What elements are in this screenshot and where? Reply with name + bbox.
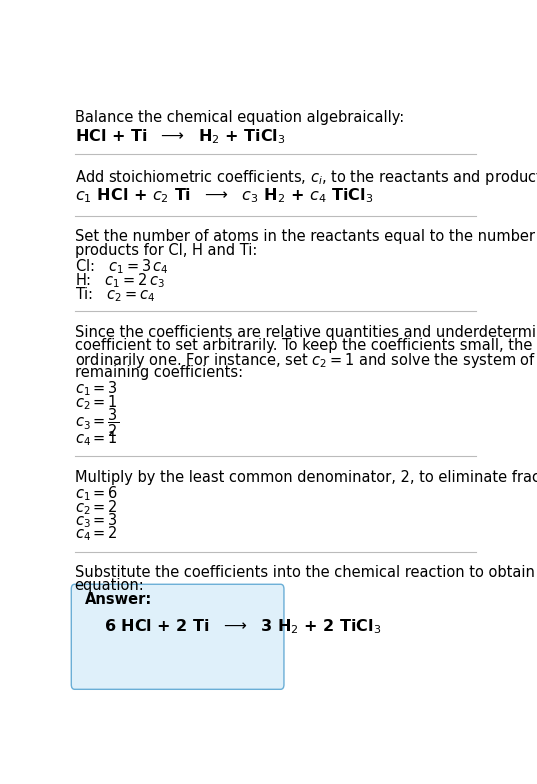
Text: Multiply by the least common denominator, 2, to eliminate fractional coefficient: Multiply by the least common denominator… (75, 470, 537, 485)
Text: $c_3 = \dfrac{3}{2}$: $c_3 = \dfrac{3}{2}$ (75, 406, 119, 439)
Text: 6 HCl + 2 Ti  $\longrightarrow$  3 H$_2$ + 2 TiCl$_3$: 6 HCl + 2 Ti $\longrightarrow$ 3 H$_2$ +… (104, 618, 381, 636)
Text: coefficient to set arbitrarily. To keep the coefficients small, the arbitrary va: coefficient to set arbitrarily. To keep … (75, 338, 537, 353)
Text: ordinarily one. For instance, set $c_2 = 1$ and solve the system of equations fo: ordinarily one. For instance, set $c_2 =… (75, 351, 537, 370)
Text: HCl + Ti  $\longrightarrow$  H$_2$ + TiCl$_3$: HCl + Ti $\longrightarrow$ H$_2$ + TiCl$… (75, 127, 285, 146)
Text: equation:: equation: (75, 579, 144, 593)
FancyBboxPatch shape (71, 584, 284, 689)
Text: Since the coefficients are relative quantities and underdetermined, choose a: Since the coefficients are relative quan… (75, 325, 537, 339)
Text: $c_4 = 2$: $c_4 = 2$ (75, 524, 118, 543)
Text: $c_1$ HCl + $c_2$ Ti  $\longrightarrow$  $c_3$ H$_2$ + $c_4$ TiCl$_3$: $c_1$ HCl + $c_2$ Ti $\longrightarrow$ $… (75, 187, 373, 205)
Text: remaining coefficients:: remaining coefficients: (75, 365, 243, 379)
Text: $c_1 = 3$: $c_1 = 3$ (75, 379, 118, 398)
Text: Substitute the coefficients into the chemical reaction to obtain the balanced: Substitute the coefficients into the che… (75, 565, 537, 580)
Text: Add stoichiometric coefficients, $c_i$, to the reactants and products:: Add stoichiometric coefficients, $c_i$, … (75, 168, 537, 187)
Text: Cl:   $c_1 = 3\,c_4$: Cl: $c_1 = 3\,c_4$ (75, 258, 168, 277)
Text: $c_3 = 3$: $c_3 = 3$ (75, 511, 118, 530)
Text: H:   $c_1 = 2\,c_3$: H: $c_1 = 2\,c_3$ (75, 271, 165, 290)
Text: Set the number of atoms in the reactants equal to the number of atoms in the: Set the number of atoms in the reactants… (75, 229, 537, 245)
Text: $c_2 = 1$: $c_2 = 1$ (75, 393, 118, 412)
Text: $c_4 = 1$: $c_4 = 1$ (75, 429, 118, 448)
Text: products for Cl, H and Ti:: products for Cl, H and Ti: (75, 242, 257, 258)
Text: Balance the chemical equation algebraically:: Balance the chemical equation algebraica… (75, 111, 404, 125)
Text: Answer:: Answer: (85, 592, 153, 607)
Text: $c_1 = 6$: $c_1 = 6$ (75, 485, 118, 503)
Text: $c_2 = 2$: $c_2 = 2$ (75, 498, 118, 517)
Text: Ti:   $c_2 = c_4$: Ti: $c_2 = c_4$ (75, 285, 155, 304)
